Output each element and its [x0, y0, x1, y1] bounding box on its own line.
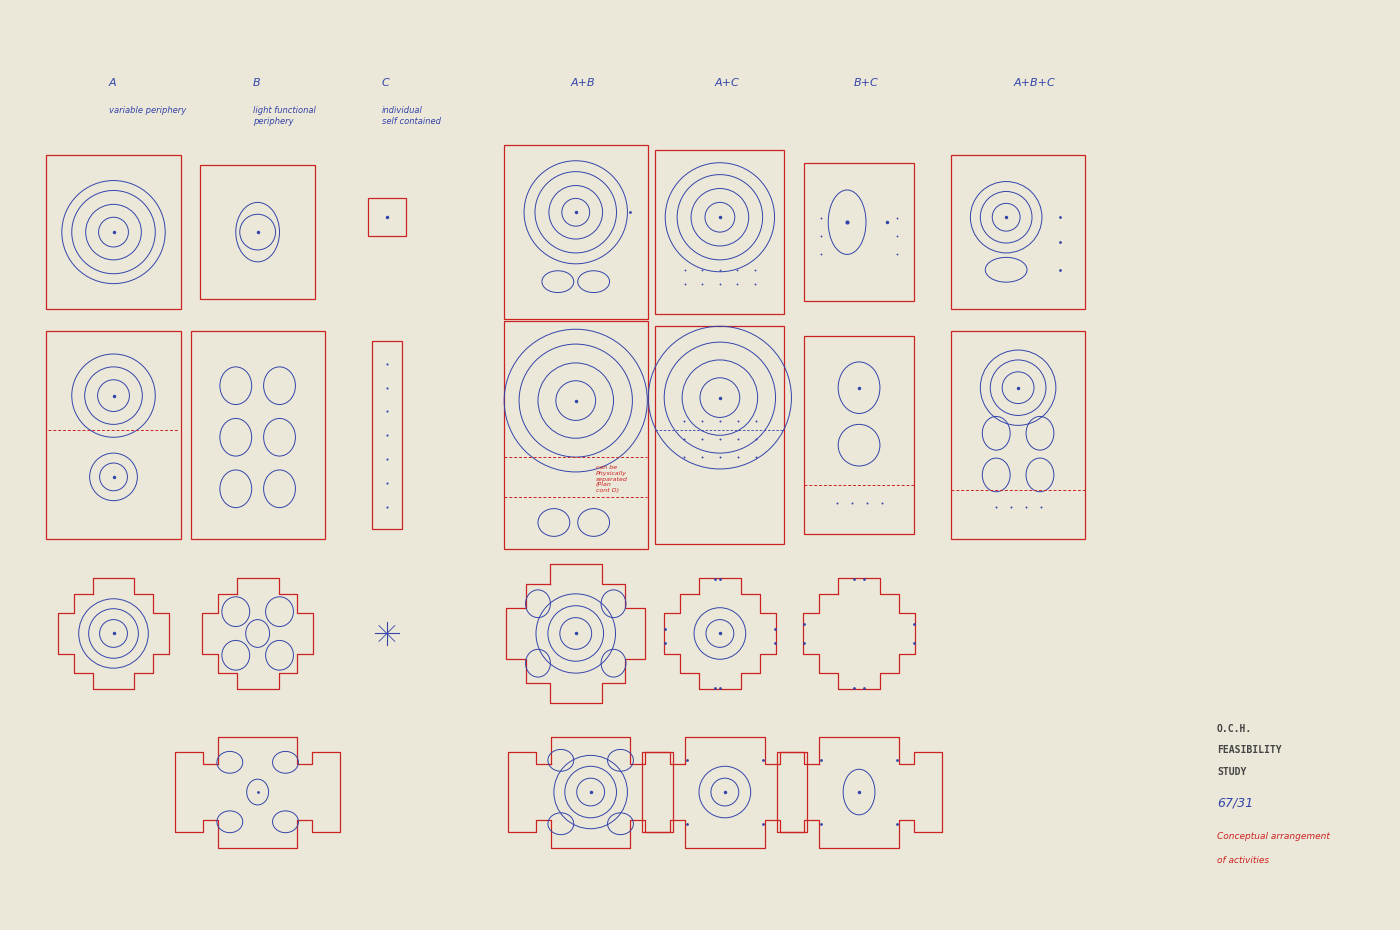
Bar: [951, 155, 1085, 309]
Text: variable periphery: variable periphery: [109, 106, 186, 115]
Text: individual
self contained: individual self contained: [382, 106, 441, 126]
Bar: [805, 163, 914, 301]
Bar: [655, 326, 784, 544]
Bar: [504, 321, 648, 550]
Bar: [372, 341, 402, 529]
Bar: [190, 331, 325, 539]
Text: Conceptual arrangement: Conceptual arrangement: [1217, 831, 1330, 841]
Bar: [368, 198, 406, 236]
Text: 67/31: 67/31: [1217, 797, 1253, 810]
Text: A+B: A+B: [571, 78, 595, 88]
Text: A+C: A+C: [715, 78, 739, 88]
Bar: [504, 145, 648, 319]
Text: A: A: [109, 78, 116, 88]
Text: of activities: of activities: [1217, 857, 1268, 866]
Bar: [200, 166, 315, 299]
Text: STUDY: STUDY: [1217, 767, 1246, 777]
Text: B: B: [252, 78, 260, 88]
Text: A+B+C: A+B+C: [1014, 78, 1054, 88]
Bar: [46, 331, 181, 539]
Text: can be
Physically
separated
(Plan
cont D): can be Physically separated (Plan cont D…: [595, 465, 627, 493]
Text: B+C: B+C: [854, 78, 879, 88]
Text: C: C: [382, 78, 389, 88]
Bar: [46, 155, 181, 309]
Text: FEASIBILITY: FEASIBILITY: [1217, 745, 1281, 755]
Bar: [951, 331, 1085, 539]
Bar: [655, 151, 784, 313]
Text: light functional
periphery: light functional periphery: [252, 106, 315, 126]
Text: O.C.H.: O.C.H.: [1217, 724, 1252, 734]
Bar: [805, 336, 914, 535]
